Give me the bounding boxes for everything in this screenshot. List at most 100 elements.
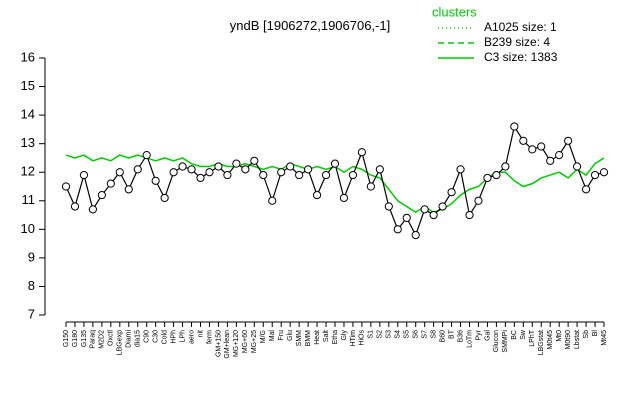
data-point (268, 196, 277, 205)
x-tick-label: Etha (332, 330, 339, 345)
data-point (357, 148, 366, 157)
x-tick-label: G135 (81, 330, 88, 347)
x-tick-label: GM+lean (224, 330, 231, 359)
data-point (214, 162, 223, 171)
x-tick-label: Glu (287, 330, 294, 341)
x-tick-label: G150 (63, 330, 70, 347)
x-tick-label: Bl (592, 330, 599, 337)
x-tick-label: LPh (179, 330, 186, 343)
x-tick-label: S2 (377, 330, 384, 339)
data-point (402, 213, 411, 223)
data-point (590, 170, 600, 180)
data-point (321, 170, 331, 180)
x-tick-label: S6 (413, 330, 420, 339)
data-point (187, 165, 196, 174)
data-point (304, 165, 313, 174)
x-tick-label: C90 (144, 330, 151, 343)
data-point (241, 165, 250, 174)
x-tick-label: C30 (153, 330, 160, 343)
data-point (330, 159, 340, 168)
x-tick-label: dia15 (135, 330, 142, 347)
data-point (339, 193, 349, 203)
x-tick-label: Sb (583, 330, 590, 339)
data-point (124, 185, 133, 194)
data-point (106, 179, 115, 188)
data-point (528, 145, 537, 154)
x-tick-label: S4 (395, 330, 402, 339)
x-tick-label: LBGstat (538, 330, 545, 355)
x-tick-label: S3 (386, 330, 393, 339)
x-tick-label: Gal (484, 330, 491, 341)
x-tick-label: M/G (260, 330, 267, 343)
data-point (375, 165, 384, 174)
data-point (447, 188, 456, 197)
legend-label: A1025 size: 1 (484, 20, 557, 34)
y-tick-label: 14 (21, 107, 35, 122)
x-tick-label: HTim (350, 330, 357, 347)
y-tick-label: 11 (22, 192, 36, 207)
x-tick-label: S5 (404, 330, 411, 339)
x-tick-label: Heat (314, 330, 321, 345)
data-point (169, 168, 178, 177)
data-point (411, 230, 420, 240)
data-point (581, 185, 591, 194)
data-point (573, 162, 582, 171)
data-point (88, 205, 98, 214)
x-tick-label: LBGexp (117, 330, 124, 355)
x-tick-label: GM+150 (215, 330, 222, 357)
data-point (384, 202, 393, 211)
data-point (510, 122, 519, 131)
x-tick-label: LPhT (529, 329, 536, 346)
x-tick-label: BC (511, 330, 518, 340)
y-tick-label: 7 (28, 306, 35, 321)
y-tick-label: 9 (28, 249, 35, 264)
data-point (537, 142, 546, 151)
data-point (393, 225, 402, 234)
y-tick-label: 13 (21, 135, 35, 150)
data-point (474, 196, 483, 205)
x-tick-label: Oxctl (108, 330, 115, 346)
legend-title: clusters (432, 4, 477, 19)
data-point (205, 168, 214, 177)
x-tick-label: Sw (520, 329, 527, 340)
x-tick-label: LoTm (466, 330, 473, 348)
x-tick-label: ferm (206, 330, 213, 344)
data-point (115, 168, 124, 177)
data-point (599, 168, 609, 177)
x-tick-label: Lbstat (574, 330, 581, 349)
x-tick-label: Pyr (475, 329, 482, 340)
x-tick-label: MG+25 (251, 330, 258, 353)
x-tick-label: Mt0 (556, 330, 563, 342)
data-point (142, 150, 151, 160)
data-point (501, 162, 510, 171)
data-point (295, 170, 304, 180)
x-tick-label: BT (448, 329, 455, 339)
data-point (366, 182, 375, 191)
data-point (160, 193, 169, 203)
data-point (492, 170, 501, 180)
data-point (178, 162, 187, 171)
x-tick-label: B60 (439, 330, 446, 343)
data-point (465, 210, 474, 220)
y-tick-label: 10 (21, 221, 35, 236)
y-tick-label: 15 (21, 78, 35, 93)
x-tick-label: Mal (269, 330, 276, 342)
data-point (70, 202, 80, 211)
y-tick-label: 12 (21, 164, 35, 179)
data-point (196, 173, 205, 183)
x-tick-label: MG+120 (233, 330, 240, 357)
data-point (564, 136, 573, 145)
data-point (259, 170, 268, 180)
x-tick-label: HPh (170, 330, 177, 344)
x-tick-label: M0t45 (547, 330, 554, 350)
y-tick-label: 8 (28, 278, 35, 293)
x-tick-label: Gly (341, 330, 348, 341)
data-point (223, 170, 232, 180)
x-tick-label: S7 (422, 330, 429, 339)
data-point (232, 159, 241, 168)
x-tick-label: Mt45 (601, 330, 608, 346)
legend-label: B239 size: 4 (484, 35, 550, 49)
x-tick-label: S1 (368, 330, 375, 339)
data-point (250, 156, 259, 165)
data-point (438, 202, 447, 211)
